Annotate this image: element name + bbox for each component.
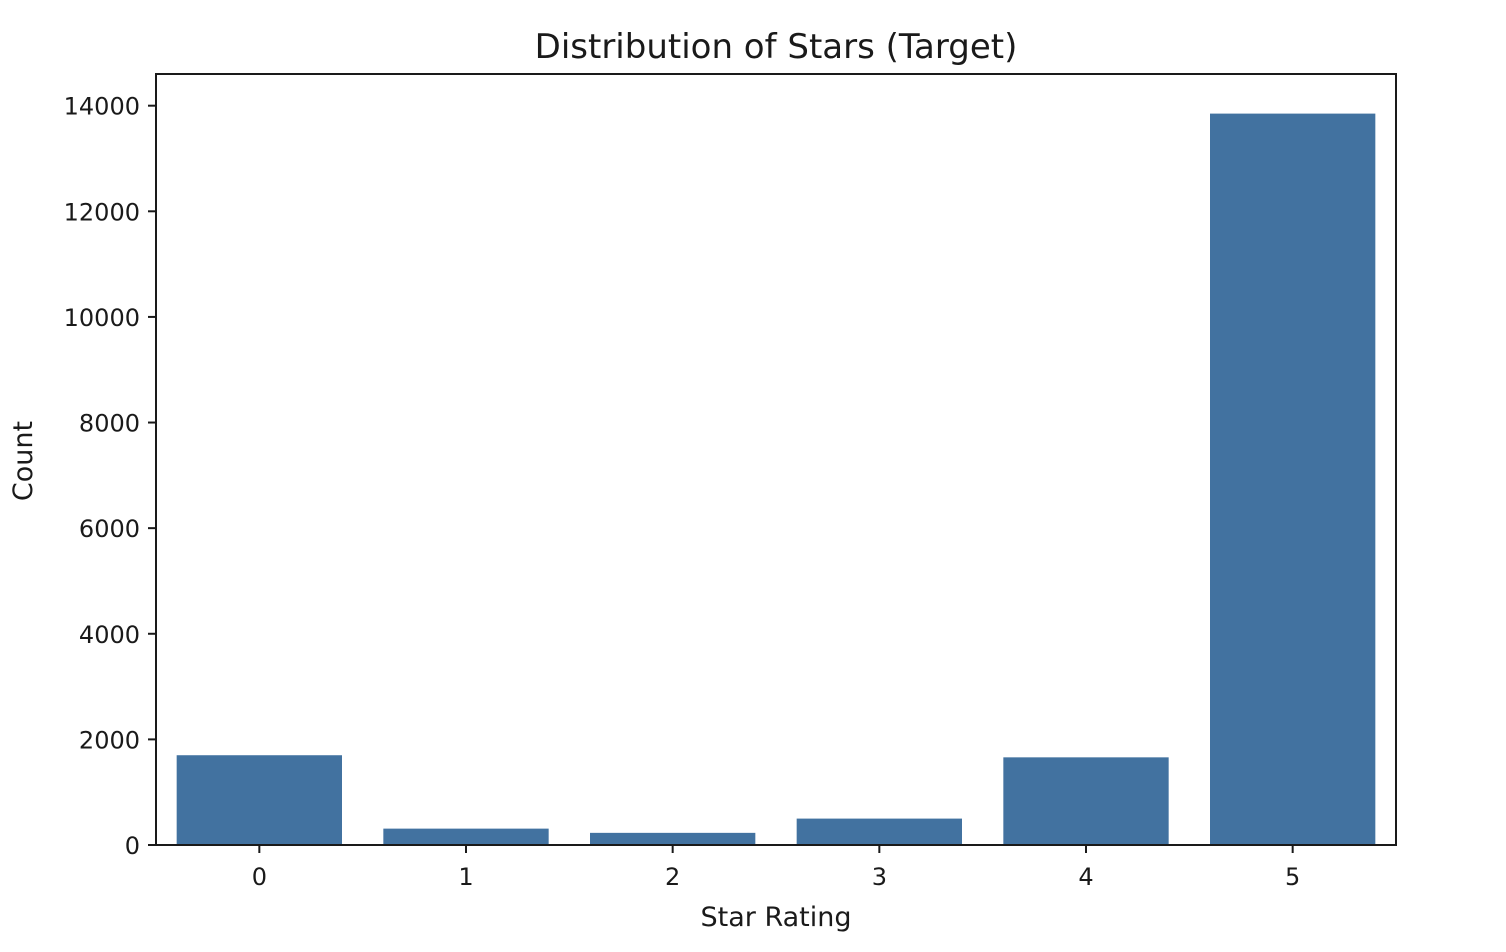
plot-area: 0 2000 4000 6000 8000 10000 12000 14000 0 1 2 3 4 5 <box>64 73 1397 891</box>
bars <box>176 113 1376 846</box>
y-tick-label: 10000 <box>64 304 140 332</box>
x-tick-label: 4 <box>1078 863 1093 891</box>
bar-1 <box>383 828 549 845</box>
y-axis-ticks: 0 2000 4000 6000 8000 10000 12000 14000 <box>64 93 156 860</box>
bar-3 <box>796 818 962 845</box>
x-tick-label: 5 <box>1285 863 1300 891</box>
y-tick-label: 4000 <box>79 621 140 649</box>
bar-5 <box>1210 113 1376 846</box>
y-tick-label: 14000 <box>64 93 140 121</box>
y-tick-label: 6000 <box>79 515 140 543</box>
bar-0 <box>176 755 342 845</box>
x-tick-label: 3 <box>872 863 887 891</box>
y-tick-label: 12000 <box>64 198 140 226</box>
x-tick-label: 1 <box>458 863 473 891</box>
x-axis-ticks: 0 1 2 3 4 5 <box>252 845 1300 891</box>
x-tick-label: 2 <box>665 863 680 891</box>
bar-2 <box>590 832 756 845</box>
y-tick-label: 0 <box>125 832 140 860</box>
x-tick-label: 0 <box>252 863 267 891</box>
chart-title: Distribution of Stars (Target) <box>535 27 1018 67</box>
y-tick-label: 8000 <box>79 410 140 438</box>
bar-4 <box>1003 757 1169 845</box>
y-tick-label: 2000 <box>79 726 140 754</box>
y-axis-label: Count <box>8 421 39 501</box>
plot-frame <box>155 73 1397 846</box>
x-axis-label: Star Rating <box>700 902 851 933</box>
